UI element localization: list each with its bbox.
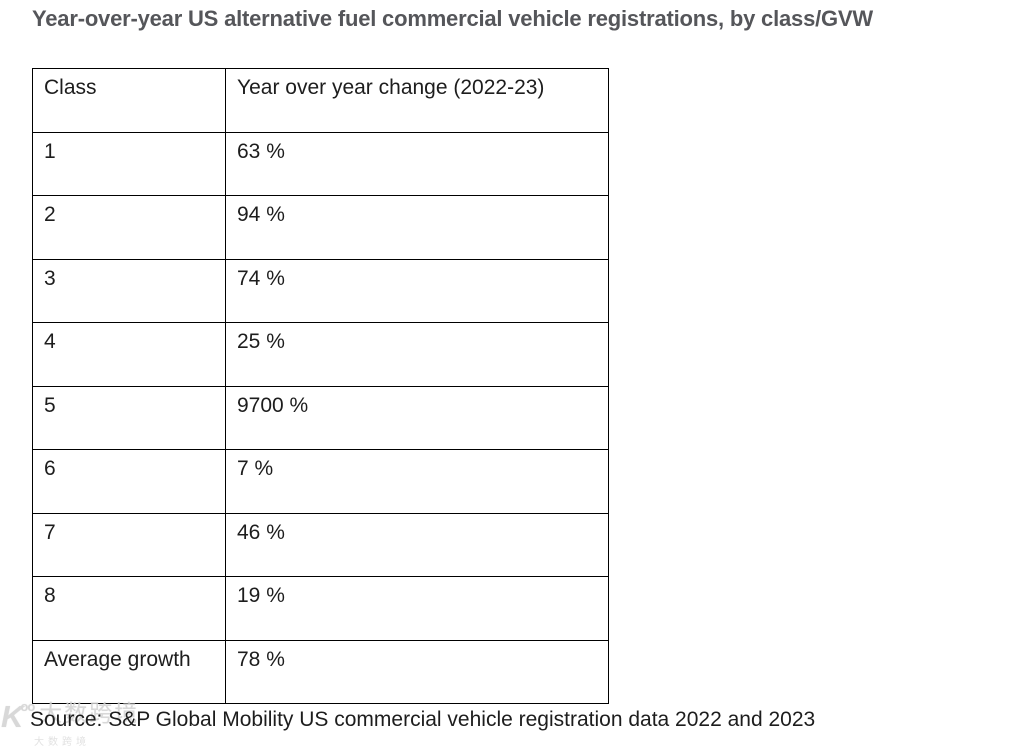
table-row: 6 7 %: [32, 449, 609, 514]
change-cell: 46 %: [225, 512, 609, 577]
yoy-change-table: Class Year over year change (2022-23) 1 …: [32, 68, 609, 704]
change-cell: 9700 %: [225, 385, 609, 450]
table-row: 1 63 %: [32, 131, 609, 196]
table-row: Average growth 78 %: [32, 639, 609, 704]
class-cell: 8: [32, 576, 226, 641]
page-title: Year-over-year US alternative fuel comme…: [32, 6, 873, 31]
change-cell: 94 %: [225, 195, 609, 260]
column-header-class: Class: [32, 68, 226, 133]
class-cell: 1: [32, 131, 226, 196]
change-cell: 63 %: [225, 131, 609, 196]
column-header-change: Year over year change (2022-23): [225, 68, 609, 133]
watermark-subtext: 大数跨境: [34, 737, 90, 748]
change-cell: 25 %: [225, 322, 609, 387]
watermark-logo-icon: K: [1, 699, 24, 734]
table-row: 2 94 %: [32, 195, 609, 260]
source-text: Source: S&P Global Mobility US commercia…: [30, 708, 816, 731]
class-cell: Average growth: [32, 639, 226, 704]
change-cell: 7 %: [225, 449, 609, 514]
class-cell: 3: [32, 258, 226, 323]
table-row: 5 9700 %: [32, 385, 609, 450]
table-header-row: Class Year over year change (2022-23): [32, 68, 609, 133]
table-row: 7 46 %: [32, 512, 609, 577]
class-cell: 7: [32, 512, 226, 577]
table-row: 3 74 %: [32, 258, 609, 323]
class-cell: 4: [32, 322, 226, 387]
class-cell: 5: [32, 385, 226, 450]
class-cell: 2: [32, 195, 226, 260]
table-row: 8 19 %: [32, 576, 609, 641]
change-cell: 74 %: [225, 258, 609, 323]
change-cell: 19 %: [225, 576, 609, 641]
change-cell: 78 %: [225, 639, 609, 704]
table-row: 4 25 %: [32, 322, 609, 387]
class-cell: 6: [32, 449, 226, 514]
